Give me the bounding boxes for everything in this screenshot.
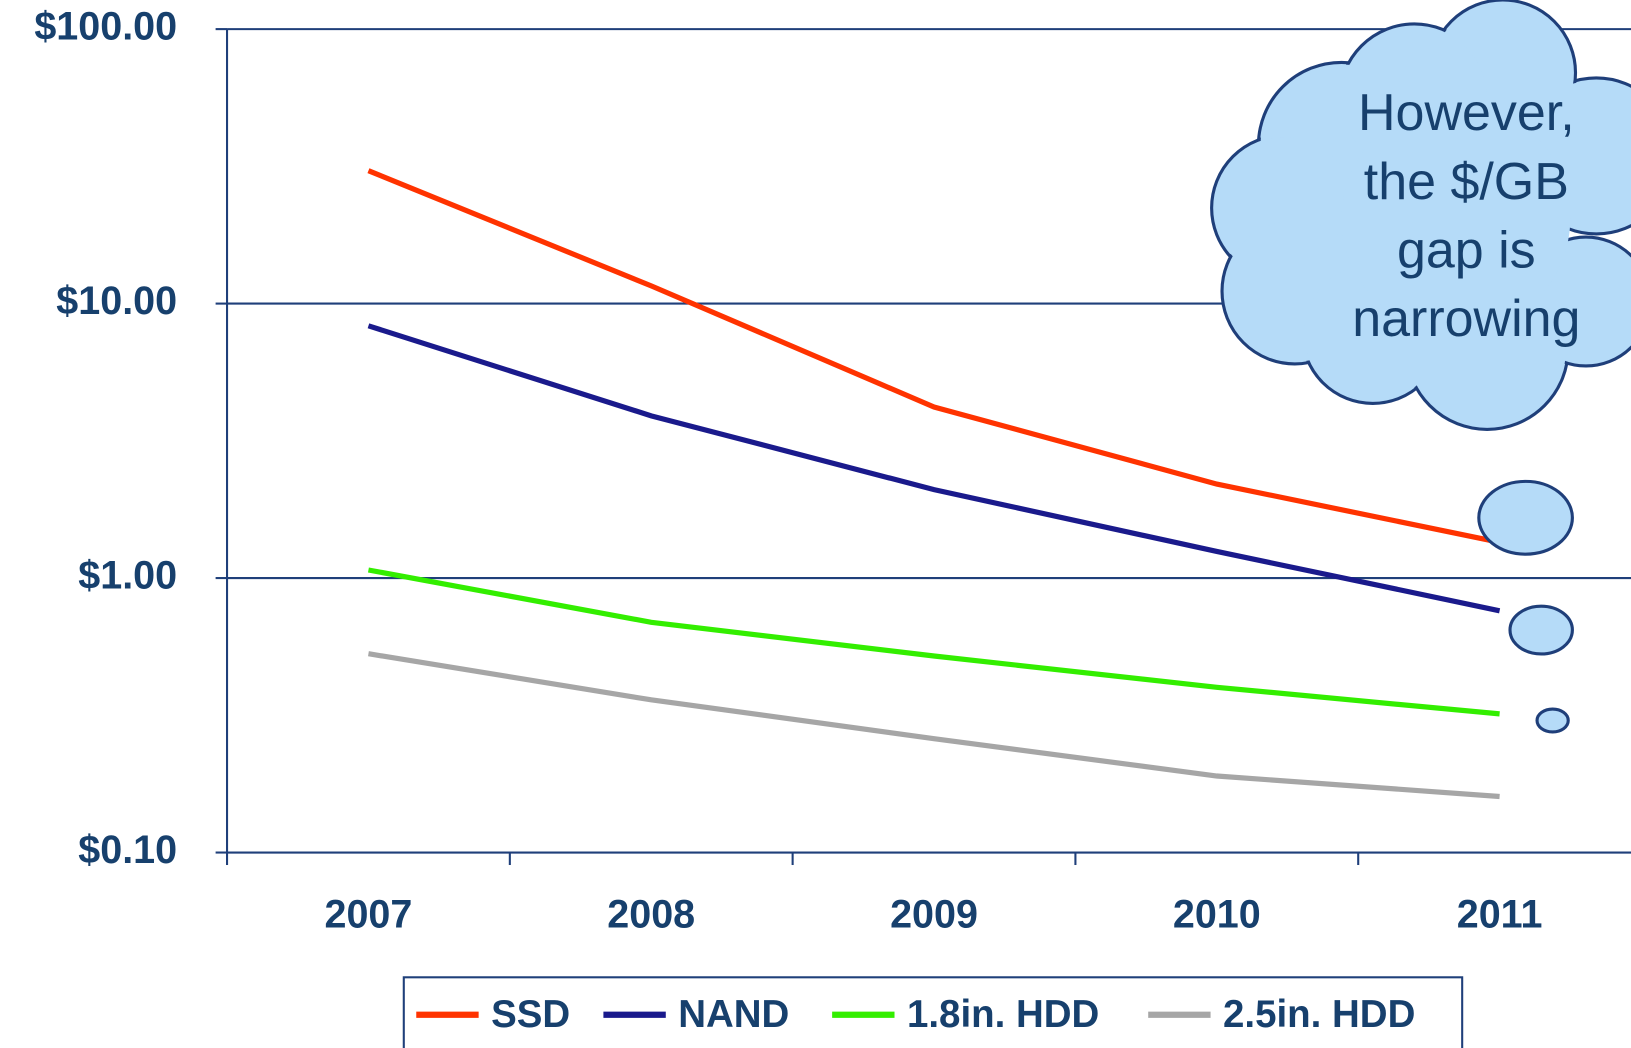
series-line bbox=[368, 654, 1499, 797]
annotation-line: narrowing bbox=[1352, 290, 1580, 348]
annotation-line: However, bbox=[1358, 84, 1575, 142]
legend-label: SSD bbox=[491, 993, 570, 1036]
legend-label: 1.8in. HDD bbox=[907, 993, 1099, 1036]
x-tick-label: 2011 bbox=[1457, 892, 1543, 936]
y-tick-label: $100.00 bbox=[34, 5, 177, 49]
page: $100.00 $10.00 $1.00 $0.10 2007 2008 2009 2010 2… bbox=[0, 0, 1631, 1048]
x-tick-label: 2010 bbox=[1173, 892, 1261, 936]
y-tick-label: $10.00 bbox=[56, 279, 177, 323]
series-line bbox=[368, 570, 1499, 714]
legend-label: 2.5in. HDD bbox=[1223, 993, 1415, 1036]
annotation-line: the $/GB bbox=[1364, 153, 1569, 211]
x-tick-label: 2007 bbox=[324, 892, 412, 936]
annotation-line: gap is bbox=[1397, 221, 1536, 279]
legend: SSD NAND 1.8in. HDD 2.5in. HDD bbox=[416, 993, 1415, 1036]
y-tick-label: $1.00 bbox=[78, 554, 177, 598]
chart: $100.00 $10.00 $1.00 $0.10 2007 2008 2009 2010 2… bbox=[0, 0, 1631, 1048]
y-tick-label: $0.10 bbox=[78, 828, 177, 872]
legend-label: NAND bbox=[678, 993, 789, 1036]
x-tick-label: 2009 bbox=[890, 892, 978, 936]
x-tick-label: 2008 bbox=[607, 892, 695, 936]
